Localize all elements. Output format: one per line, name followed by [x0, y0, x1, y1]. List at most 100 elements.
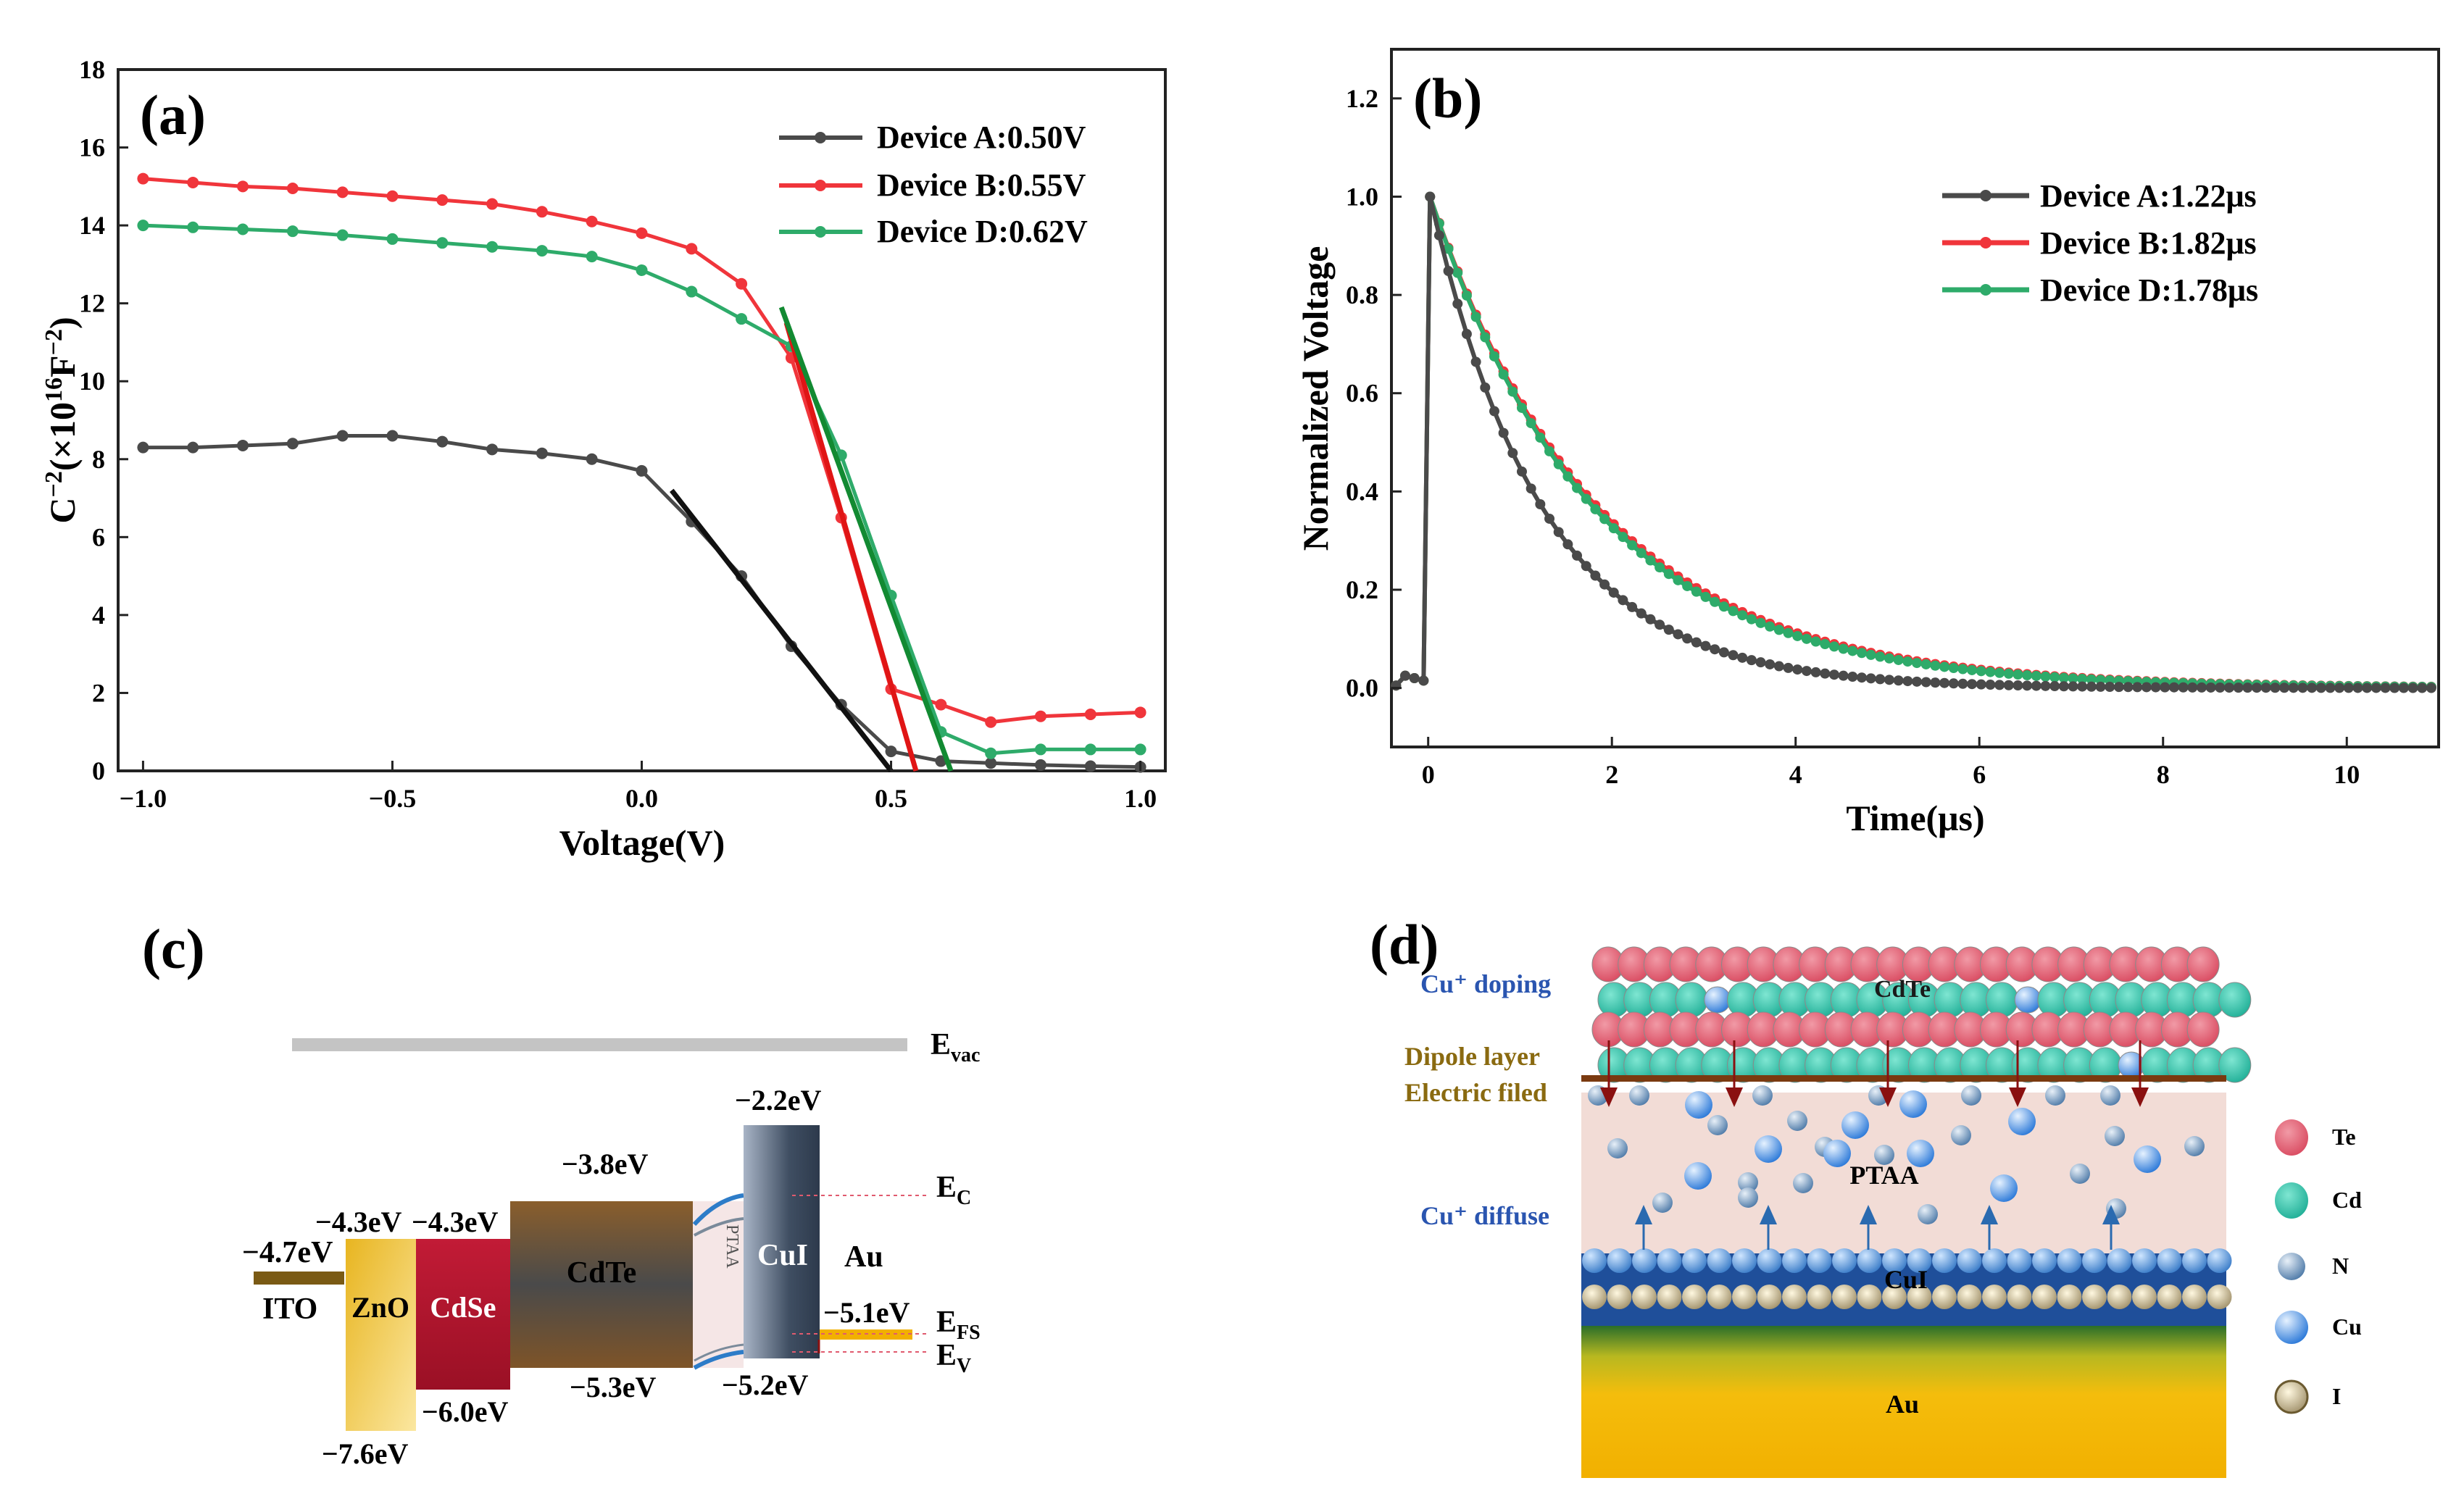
chart-a-point-device-d — [536, 245, 548, 257]
efs-label: EFS — [936, 1306, 981, 1344]
zno-cb-label: −4.3eV — [315, 1206, 402, 1238]
ptaa-label: PTAA — [723, 1224, 741, 1269]
legend-n-label: N — [2332, 1253, 2349, 1279]
chart-b-point-device-a — [2205, 682, 2216, 693]
n-atom — [2105, 1126, 2125, 1146]
field-arrows — [1600, 1040, 2149, 1250]
chart-b-point-device-a — [1957, 678, 1968, 689]
chart-b-point-device-a — [2233, 682, 2244, 693]
legend-b-label-B: Device B:1.82μs — [2040, 225, 2257, 261]
i-atom — [1957, 1285, 1982, 1309]
chart-b-point-device-a — [2380, 682, 2391, 693]
chart-b-point-device-a — [1865, 673, 1876, 684]
chart-b-point-device-a — [2077, 681, 2088, 692]
cdte-cb-label: −3.8eV — [562, 1148, 649, 1180]
legend-a-marker-D — [815, 226, 826, 238]
chart-b-point-device-d — [1507, 386, 1518, 397]
chart-b-point-device-a — [2178, 682, 2189, 693]
i-atom — [1982, 1285, 2007, 1309]
chart-b-point-device-a — [1700, 640, 1711, 651]
i-atom — [2182, 1285, 2207, 1309]
chart-b-point-device-a — [2315, 682, 2326, 693]
panel-label-c: (c) — [142, 917, 205, 980]
chart-b-point-device-a — [1535, 499, 1546, 510]
chart-b-ytick-label: 0.6 — [1346, 379, 1378, 408]
chart-a-xtick-label: −1.0 — [120, 784, 167, 813]
chart-a-point-device-a — [436, 435, 449, 448]
i-atom — [2032, 1285, 2057, 1309]
cu-atom — [1907, 1140, 1934, 1167]
zno-label: ZnO — [351, 1291, 409, 1324]
chart-b-point-device-d — [1994, 667, 2005, 678]
chart-b-point-device-a — [1783, 662, 1794, 673]
chart-b-point-device-a — [2334, 682, 2345, 693]
chart-b-point-device-a — [2095, 681, 2106, 692]
n-atom — [1787, 1111, 1807, 1131]
au-label: Au — [844, 1240, 883, 1274]
cdte-label: CdTe — [567, 1256, 637, 1290]
te-atom — [2186, 1011, 2220, 1048]
cui-cu-atom — [2057, 1248, 2082, 1273]
n-atom — [1607, 1138, 1628, 1158]
i-atom — [1832, 1285, 1857, 1309]
cui-cu-atom — [1932, 1248, 1957, 1273]
chart-b-point-device-a — [1912, 676, 1923, 687]
chart-a-ytick-label: 14 — [79, 211, 105, 240]
chart-b-point-device-d — [1902, 656, 1913, 667]
chart-b-point-device-a — [1728, 650, 1739, 661]
chart-a-ytick-label: 2 — [92, 678, 105, 707]
chart-b-point-device-a — [1452, 298, 1463, 309]
n-atom — [1918, 1204, 1938, 1224]
chart-b-point-device-d — [1828, 641, 1839, 652]
n-atom — [2045, 1085, 2065, 1106]
au-level-label: −5.1eV — [823, 1296, 910, 1329]
chart-b-point-device-a — [1418, 675, 1429, 686]
chart-b-point-device-d — [1783, 627, 1794, 638]
chart-a-ytick-label: 0 — [92, 756, 105, 785]
chart-b-point-device-a — [1985, 680, 1996, 690]
chart-a-series-device-d — [143, 223, 1141, 756]
chart-b-point-device-d — [1516, 402, 1527, 413]
cd-atom — [2218, 1047, 2252, 1083]
cui-cu-atom — [2157, 1248, 2182, 1273]
chart-b-point-device-d — [1957, 664, 1968, 675]
chart-b-point-device-a — [2003, 680, 2014, 690]
chart-b-point-device-a — [2224, 682, 2234, 693]
chart-b-point-device-a — [1893, 675, 1904, 686]
cd-atom — [2218, 982, 2252, 1018]
ito-label: ITO — [262, 1293, 317, 1326]
chart-b-point-device-d — [1737, 610, 1748, 621]
legend-a-label-D: Device D:0.62V — [877, 214, 1088, 249]
chart-b-point-device-a — [1682, 633, 1693, 644]
legend-b-marker-B — [1980, 237, 1991, 249]
chart-a-point-device-b — [985, 716, 997, 728]
chart-b-point-device-d — [1939, 661, 1950, 672]
cui-label: CuI — [757, 1239, 808, 1272]
chart-a-point-device-d — [636, 264, 648, 276]
chart-b-point-device-a — [2307, 682, 2318, 693]
chart-b-point-device-d — [1810, 636, 1821, 647]
chart-b-point-device-d — [1930, 660, 1941, 671]
chart-a-point-device-a — [187, 441, 199, 454]
cu-atom — [1990, 1174, 2018, 1202]
cui-cb-label: −2.2eV — [735, 1084, 822, 1116]
legend-a-label-A: Device A:0.50V — [877, 120, 1086, 155]
chart-a-point-device-a — [1034, 759, 1046, 771]
chart-b-ytick-label: 0.4 — [1346, 477, 1378, 506]
chart-b-point-device-a — [1902, 676, 1913, 687]
chart-a-ytick-label: 4 — [92, 601, 105, 630]
ito-level — [254, 1272, 344, 1285]
chart-b-point-device-a — [1930, 677, 1941, 688]
chart-a-point-device-d — [486, 241, 499, 253]
chart-a-point-device-b — [286, 183, 299, 195]
cu-doping-label: Cu⁺ doping — [1420, 969, 1551, 998]
i-atom — [1732, 1285, 1757, 1309]
chart-b-point-device-a — [2068, 681, 2078, 692]
chart-b-point-device-a — [1409, 673, 1420, 684]
chart-a-point-device-a — [237, 439, 249, 451]
legend-a-marker-B — [815, 180, 826, 191]
chart-b-series-device-a — [1394, 196, 2431, 690]
chart-a-point-device-d — [736, 313, 748, 325]
i-atom — [2132, 1285, 2157, 1309]
